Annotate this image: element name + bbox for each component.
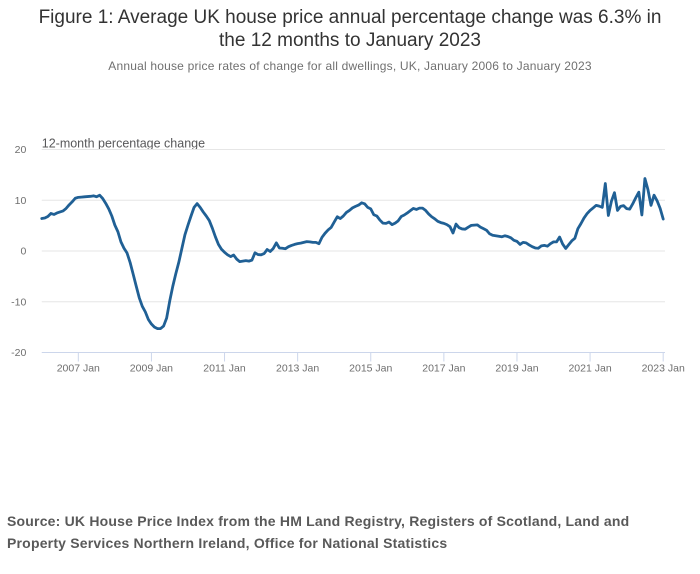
svg-text:0: 0 bbox=[20, 246, 26, 258]
svg-text:2015 Jan: 2015 Jan bbox=[349, 363, 392, 375]
svg-text:2007 Jan: 2007 Jan bbox=[57, 363, 100, 375]
svg-text:2009 Jan: 2009 Jan bbox=[130, 363, 173, 375]
svg-text:12-month percentage change: 12-month percentage change bbox=[42, 137, 205, 151]
svg-text:20: 20 bbox=[15, 144, 27, 156]
svg-text:-20: -20 bbox=[11, 347, 26, 359]
svg-text:2017 Jan: 2017 Jan bbox=[422, 363, 465, 375]
svg-text:2019 Jan: 2019 Jan bbox=[495, 363, 538, 375]
svg-text:10: 10 bbox=[15, 195, 27, 207]
svg-text:2011 Jan: 2011 Jan bbox=[203, 363, 246, 375]
svg-text:2021 Jan: 2021 Jan bbox=[568, 363, 611, 375]
svg-text:-10: -10 bbox=[11, 296, 26, 308]
svg-text:2013 Jan: 2013 Jan bbox=[276, 363, 319, 375]
svg-text:2023 Jan: 2023 Jan bbox=[642, 363, 685, 375]
